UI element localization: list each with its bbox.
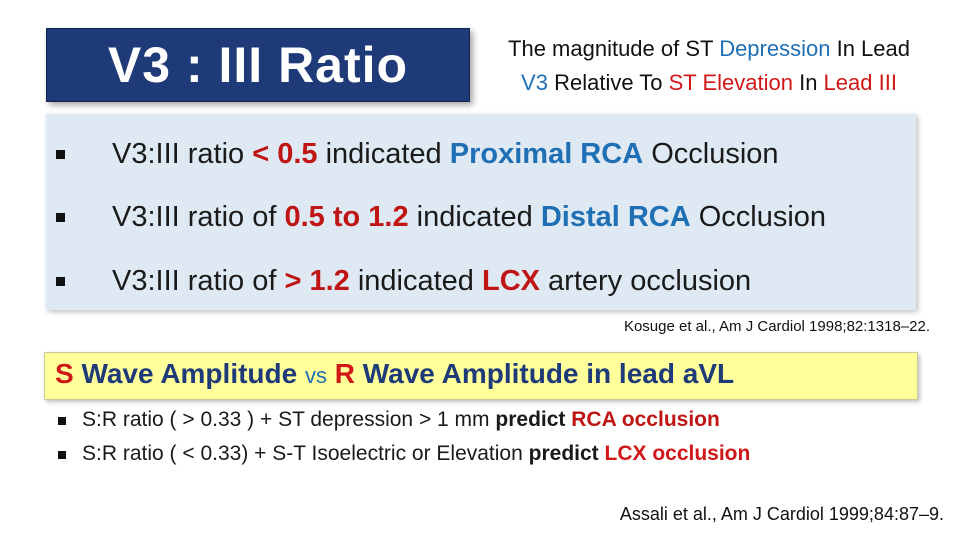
heading-text: Wave Amplitude (73, 358, 305, 389)
ratio-text: Occlusion (690, 201, 827, 233)
bullet-square-icon (56, 213, 65, 222)
citation-assali: Assali et al., Am J Cardiol 1999;84:87–9… (619, 504, 944, 524)
ratio-text: Occlusion (643, 138, 779, 170)
heading-s: S (55, 358, 74, 389)
sr-heading: S Wave Amplitude vs R Wave Amplitude in … (55, 358, 734, 390)
ratio-artery: Proximal RCA (449, 138, 644, 170)
ratio-text: V3:III ratio of (112, 201, 285, 233)
heading-text: Wave Amplitude in lead aVL (354, 358, 735, 389)
ratio-text: V3:III ratio (112, 138, 253, 170)
subtitle-text: In (792, 70, 824, 95)
ratio-value: 0.5 to 1.2 (284, 201, 409, 233)
ratio-text: artery occlusion (540, 265, 752, 297)
ratio-item: V3:III ratio of > 1.2 indicated LCX arte… (46, 265, 916, 305)
subtitle-st-elevation: ST Elevation (668, 70, 793, 95)
ratio-text: indicated (317, 138, 450, 170)
subtitle-line-1: The magnitude of ST Depression In Lead (474, 32, 944, 66)
sr-artery: RCA occlusion (565, 408, 720, 431)
sr-item: S:R ratio ( < 0.33) + S-T Isoelectric or… (0, 442, 900, 472)
subtitle-text: The magnitude of ST (508, 36, 720, 61)
ratio-artery: Distal RCA (540, 201, 691, 233)
ratio-text: indicated (408, 201, 541, 233)
bullet-square-icon (58, 451, 66, 459)
ratio-item: V3:III ratio < 0.5 indicated Proximal RC… (46, 138, 916, 178)
sr-predict: predict (495, 408, 566, 431)
subtitle-v3: V3 (521, 70, 548, 95)
title-banner: V3 : III Ratio (46, 28, 470, 102)
subtitle-line-2: V3 Relative To ST Elevation In Lead III (474, 66, 944, 100)
subtitle-lead-iii: Lead III (823, 70, 897, 95)
ratio-artery: LCX (482, 265, 540, 297)
citation-kosuge: Kosuge et al., Am J Cardiol 1998;82:1318… (623, 318, 930, 335)
ratio-panel: V3:III ratio < 0.5 indicated Proximal RC… (46, 114, 916, 310)
ratio-value: < 0.5 (252, 138, 318, 170)
bullet-square-icon (56, 150, 65, 159)
bullet-square-icon (56, 277, 65, 286)
sr-text: S:R ratio ( > 0.33 ) + ST depression > 1… (82, 408, 496, 431)
page-title: V3 : III Ratio (107, 37, 409, 93)
heading-r: R (326, 358, 355, 389)
subtitle-text: Relative To (547, 70, 669, 95)
ratio-text: V3:III ratio of (112, 265, 285, 297)
sr-artery: LCX occlusion (598, 442, 751, 465)
subtitle-text: In Lead (830, 36, 910, 61)
ratio-text: indicated (349, 265, 482, 297)
ratio-value: > 1.2 (284, 265, 350, 297)
sr-heading-bar: S Wave Amplitude vs R Wave Amplitude in … (44, 352, 918, 400)
heading-vs: vs (304, 363, 327, 388)
subtitle: The magnitude of ST Depression In Lead V… (474, 32, 944, 100)
sr-item: S:R ratio ( > 0.33 ) + ST depression > 1… (0, 408, 900, 438)
sr-predict: predict (528, 442, 599, 465)
sr-text: S:R ratio ( < 0.33) + S-T Isoelectric or… (82, 442, 529, 465)
subtitle-depression: Depression (719, 36, 831, 61)
bullet-square-icon (58, 417, 66, 425)
ratio-item: V3:III ratio of 0.5 to 1.2 indicated Dis… (46, 201, 916, 241)
